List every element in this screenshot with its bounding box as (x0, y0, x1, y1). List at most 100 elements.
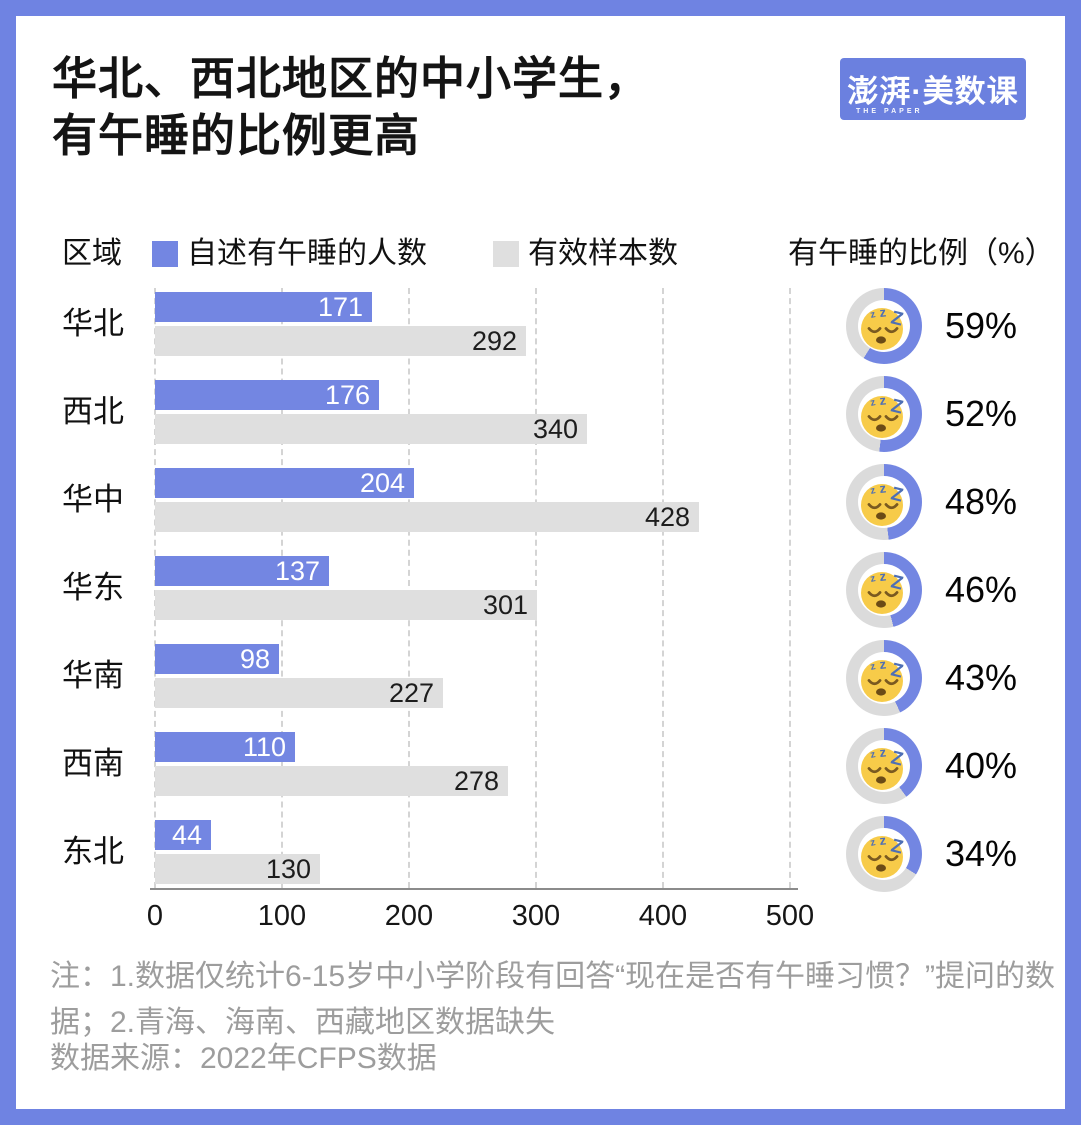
napped-value: 204 (359, 468, 405, 498)
napped-bar: 176 (155, 380, 379, 410)
sample-value: 227 (388, 678, 434, 708)
svg-text:Z: Z (889, 571, 906, 594)
svg-text:z: z (869, 661, 876, 673)
page-title: 华北、西北地区的中小学生， 有午睡的比例更高 (52, 50, 650, 164)
x-tick-label: 0 (146, 900, 164, 932)
donut-chart: z z Z (846, 816, 922, 892)
sample-value: 340 (532, 414, 578, 444)
svg-text:z: z (879, 392, 888, 408)
napped-bar: 171 (155, 292, 372, 322)
x-axis-line (150, 888, 798, 890)
region-label: 华中 (62, 482, 124, 517)
percent-label: 59% (945, 305, 1018, 346)
svg-text:z: z (869, 397, 876, 409)
percent-label: 48% (945, 481, 1018, 522)
napped-bar: 137 (155, 556, 329, 586)
legend-swatch-sample (493, 241, 519, 267)
sample-bar: 292 (155, 326, 526, 356)
svg-text:Z: Z (889, 395, 906, 418)
gridline (662, 288, 664, 888)
sample-value: 292 (471, 326, 517, 356)
x-tick-label: 500 (765, 900, 815, 932)
percent-column-title: 有午睡的比例（%） (788, 237, 1055, 270)
x-tick-label: 200 (384, 900, 434, 932)
sleeping-face-icon: z z Z (861, 832, 906, 878)
napped-value: 176 (324, 380, 370, 410)
svg-text:z: z (869, 749, 876, 761)
napped-bar: 44 (155, 820, 211, 850)
donut-chart: z z Z (846, 728, 922, 804)
sample-bar: 428 (155, 502, 699, 532)
napped-value: 98 (239, 644, 270, 674)
gridline (408, 288, 410, 888)
gridline (535, 288, 537, 888)
region-label: 西北 (62, 394, 124, 429)
svg-text:Z: Z (889, 835, 906, 858)
footnote-line1: 注：1.数据仅统计6-15岁中小学阶段有回答“现在是否有午睡习惯？”提问的数 (50, 960, 1056, 993)
region-label: 西南 (62, 746, 124, 781)
footnote: 注：1.数据仅统计6-15岁中小学阶段有回答“现在是否有午睡习惯？”提问的数 据… (50, 954, 1055, 1046)
legend-axis-label: 区域 (62, 237, 122, 270)
napped-bar: 110 (155, 732, 295, 762)
percent-label: 34% (945, 833, 1018, 874)
region-label: 华北 (62, 306, 124, 341)
svg-text:z: z (879, 304, 888, 320)
gridline (281, 288, 283, 888)
sleeping-face-icon: z z Z (861, 480, 906, 526)
svg-text:Z: Z (889, 307, 906, 330)
svg-text:Z: Z (889, 483, 906, 506)
napped-value: 171 (317, 292, 363, 322)
percent-label: 46% (945, 569, 1018, 610)
page-title-line2: 有午睡的比例更高 (52, 110, 421, 162)
svg-text:z: z (879, 832, 888, 848)
region-label: 东北 (62, 834, 124, 869)
napped-value: 44 (171, 820, 202, 850)
sample-bar: 278 (155, 766, 508, 796)
sample-value: 301 (482, 590, 528, 620)
svg-text:z: z (879, 480, 888, 496)
sample-bar: 130 (155, 854, 320, 884)
donut-chart: z z Z (846, 288, 922, 364)
donut-chart: z z Z (846, 552, 922, 628)
svg-text:z: z (869, 837, 876, 849)
data-source: 数据来源：2022年CFPS数据 (50, 1042, 437, 1075)
brand-logo-text: 澎湃·美数课 (847, 74, 1019, 109)
sample-value: 428 (644, 502, 690, 532)
svg-text:z: z (869, 309, 876, 321)
svg-text:z: z (879, 656, 888, 672)
footnote-line2: 据；2.青海、海南、西藏地区数据缺失 (50, 1006, 556, 1039)
sample-bar: 301 (155, 590, 537, 620)
x-tick-label: 300 (511, 900, 561, 932)
brand-logo: 澎湃·美数课 THE PAPER (840, 58, 1026, 120)
napped-value: 137 (274, 556, 320, 586)
svg-text:Z: Z (889, 659, 906, 682)
sleeping-face-icon: z z Z (861, 392, 906, 438)
sleeping-face-icon: z z Z (861, 304, 906, 350)
sample-bar: 227 (155, 678, 443, 708)
sleeping-face-icon: z z Z (861, 656, 906, 702)
x-tick-label: 400 (638, 900, 688, 932)
donut-chart: z z Z (846, 640, 922, 716)
napped-bar: 98 (155, 644, 279, 674)
gridline (789, 288, 791, 888)
sample-value: 130 (265, 854, 311, 884)
legend-label-sample: 有效样本数 (528, 237, 678, 270)
napped-value: 110 (242, 732, 286, 762)
svg-text:z: z (879, 744, 888, 760)
svg-text:Z: Z (889, 747, 906, 770)
region-label: 华东 (62, 570, 124, 605)
legend-label-napped: 自述有午睡的人数 (187, 237, 427, 270)
sleeping-face-icon: z z Z (861, 744, 906, 790)
percent-label: 40% (945, 745, 1018, 786)
percent-label: 43% (945, 657, 1018, 698)
legend-swatch-napped (152, 241, 178, 267)
donut-chart: z z Z (846, 464, 922, 540)
percent-label: 52% (945, 393, 1018, 434)
sample-bar: 340 (155, 414, 587, 444)
region-label: 华南 (62, 658, 124, 693)
bar-chart: 0 100 200 300 400 500 华北 171 292 z z Z 59% 西北 176 3… (16, 16, 1065, 1109)
brand-logo-subtext: THE PAPER (856, 108, 923, 115)
sample-value: 278 (453, 766, 499, 796)
svg-text:z: z (879, 568, 888, 584)
